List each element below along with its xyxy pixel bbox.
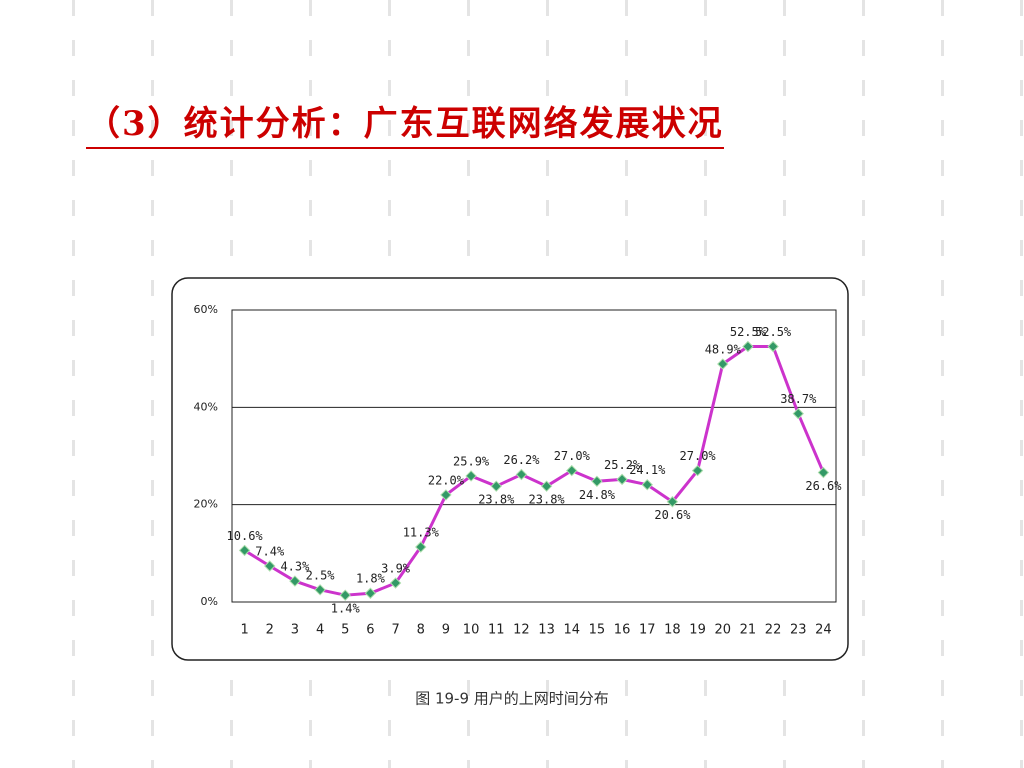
data-marker	[264, 560, 276, 572]
data-label: 24.1%	[629, 463, 666, 477]
data-label: 2.5%	[306, 568, 336, 582]
x-tick-label: 5	[341, 623, 349, 638]
x-tick-label: 7	[391, 623, 399, 638]
data-label: 25.2%	[604, 458, 641, 472]
x-tick-label: 20	[714, 623, 731, 638]
data-marker	[717, 358, 729, 370]
x-tick-label: 8	[417, 623, 425, 638]
x-tick-label: 23	[790, 623, 807, 638]
x-tick-label: 15	[589, 623, 606, 638]
y-tick-label: 0%	[201, 595, 218, 608]
slide-title: （3）统计分析：广东互联网络发展状况	[86, 96, 724, 149]
x-tick-label: 13	[538, 623, 555, 638]
data-marker	[742, 340, 754, 353]
x-tick-label: 2	[266, 623, 274, 638]
data-label: 26.2%	[503, 453, 540, 467]
y-tick-label: 40%	[194, 400, 218, 413]
data-label: 22.0%	[428, 473, 465, 487]
y-tick-label: 60%	[194, 303, 218, 316]
data-label: 27.0%	[680, 449, 717, 463]
x-tick-label: 22	[765, 623, 782, 638]
data-label: 20.6%	[654, 508, 691, 522]
data-marker	[490, 480, 502, 492]
data-label: 25.9%	[453, 454, 490, 468]
x-tick-label: 24	[815, 623, 832, 638]
x-tick-label: 11	[488, 623, 505, 638]
x-tick-label: 6	[366, 623, 374, 638]
data-marker	[289, 575, 301, 587]
data-marker	[566, 464, 578, 477]
data-marker	[540, 480, 553, 492]
data-label: 38.7%	[780, 392, 817, 406]
x-tick-label: 1	[240, 623, 248, 638]
data-marker	[364, 587, 377, 599]
data-label: 4.3%	[280, 560, 310, 574]
x-tick-label: 17	[639, 623, 656, 638]
data-label: 23.8%	[529, 493, 566, 507]
x-tick-label: 10	[463, 623, 480, 638]
data-label: 1.8%	[356, 572, 386, 586]
data-label: 52.5%	[755, 325, 792, 339]
x-tick-label: 12	[513, 623, 530, 638]
data-marker	[666, 496, 679, 508]
x-tick-label: 16	[614, 623, 631, 638]
data-label: 1.4%	[331, 602, 361, 616]
data-marker	[389, 577, 402, 589]
x-tick-label: 14	[563, 623, 580, 638]
data-label: 48.9%	[705, 343, 742, 357]
data-marker	[465, 470, 477, 482]
data-marker	[591, 475, 603, 488]
x-tick-label: 4	[316, 623, 324, 638]
chart-frame	[171, 277, 849, 661]
data-label: 52.5%	[730, 325, 767, 339]
data-marker	[641, 479, 653, 491]
data-label: 7.4%	[255, 544, 285, 558]
x-tick-label: 21	[740, 623, 757, 638]
data-marker	[616, 473, 628, 486]
data-marker	[767, 340, 779, 353]
y-tick-label: 20%	[194, 498, 218, 511]
data-marker	[817, 466, 830, 479]
data-label: 11.3%	[403, 526, 440, 540]
chart-caption: 图 19-9 用户的上网时间分布	[415, 690, 609, 708]
data-label: 26.6%	[805, 479, 842, 493]
data-marker	[238, 544, 251, 557]
data-marker	[339, 589, 351, 601]
data-label: 23.8%	[478, 493, 515, 507]
x-tick-label: 3	[291, 623, 299, 638]
data-label: 27.0%	[554, 449, 591, 463]
data-marker	[415, 541, 427, 553]
data-marker	[515, 468, 528, 481]
x-tick-label: 19	[689, 623, 706, 638]
data-label: 3.9%	[381, 562, 411, 576]
x-tick-label: 9	[442, 623, 450, 638]
data-marker	[691, 464, 704, 477]
data-label: 10.6%	[227, 529, 264, 543]
x-tick-label: 18	[664, 623, 681, 638]
data-marker	[314, 584, 326, 596]
data-marker	[792, 407, 804, 420]
data-label: 24.8%	[579, 488, 616, 502]
data-marker	[440, 489, 452, 501]
